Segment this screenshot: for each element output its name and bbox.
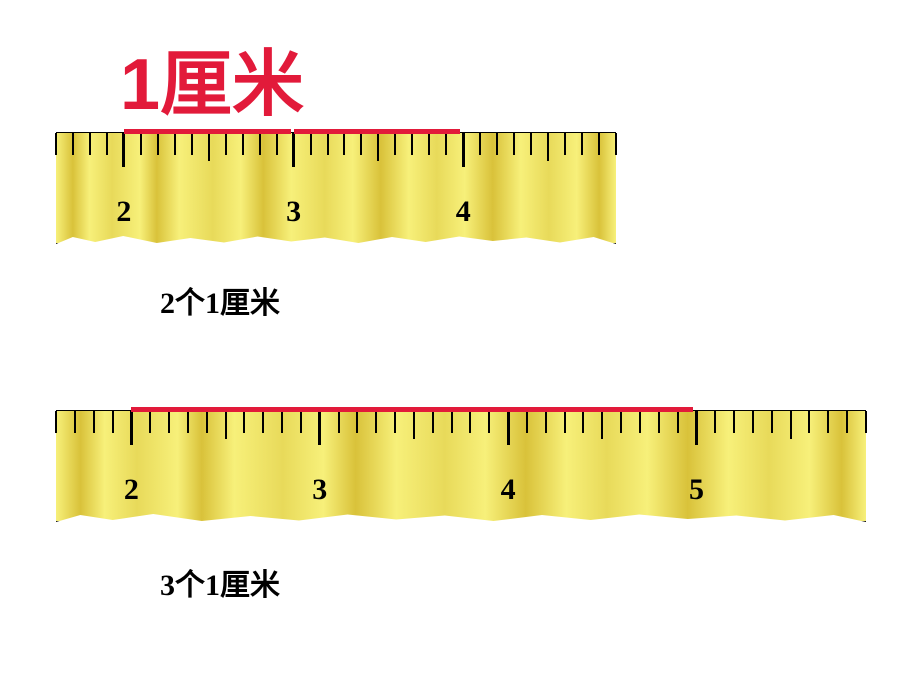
ruler-tick [130, 411, 133, 445]
ruler-tick [89, 133, 91, 155]
ruler-tick [846, 411, 848, 433]
ruler-tick [394, 133, 396, 155]
ruler-tick [582, 411, 584, 433]
ruler-tick [581, 133, 583, 155]
ruler-tick [496, 133, 498, 155]
ruler-tick [242, 133, 244, 155]
ruler-tick [338, 411, 340, 433]
ruler-tick [187, 411, 189, 433]
ruler-tick [639, 411, 641, 433]
ruler-tick [695, 411, 698, 445]
ruler-tick [55, 133, 57, 155]
ruler-tick [149, 411, 151, 433]
ruler-top-body: 2 3 4 [56, 133, 616, 243]
ruler-tick [432, 411, 434, 433]
ruler-tick [243, 411, 245, 433]
ruler-tick [157, 133, 159, 155]
ruler-number: 2 [124, 473, 139, 507]
ruler-tick [827, 411, 829, 433]
ruler-tick [615, 133, 617, 155]
ruler-tick [292, 133, 295, 167]
ruler-top-ticks: 2 3 4 [56, 133, 616, 243]
ruler-tick [356, 411, 358, 433]
ruler-tick [677, 411, 679, 433]
ruler-tick [564, 133, 566, 155]
ruler-tick [808, 411, 810, 433]
ruler-tick [310, 133, 312, 155]
ruler-bottom: 2 3 4 5 [56, 410, 866, 522]
ruler-tick [122, 133, 125, 167]
ruler-tick [445, 133, 447, 155]
ruler-tick [451, 411, 453, 433]
ruler-tick [377, 133, 379, 161]
ruler-tick [598, 133, 600, 155]
ruler-tick [545, 411, 547, 433]
ruler-tick [620, 411, 622, 433]
ruler-bottom-ticks: 2 3 4 5 [56, 411, 866, 521]
ruler-tick [259, 133, 261, 155]
ruler-tick [469, 411, 471, 433]
ruler-tick [411, 133, 413, 155]
ruler-tick [174, 133, 176, 155]
ruler-number: 4 [456, 195, 471, 229]
caption-top: 2个1厘米 [160, 278, 280, 322]
ruler-tick [658, 411, 660, 433]
ruler-number: 3 [312, 473, 327, 507]
ruler-tick [106, 133, 108, 155]
ruler-tick [790, 411, 792, 439]
ruler-tick [479, 133, 481, 155]
ruler-tick [93, 411, 95, 433]
ruler-tick [318, 411, 321, 445]
ruler-tick [191, 133, 193, 155]
ruler-tick [547, 133, 549, 161]
ruler-tick [168, 411, 170, 433]
ruler-tick [513, 133, 515, 155]
ruler-tick [74, 411, 76, 433]
ruler-tick [112, 411, 114, 433]
ruler-tick [375, 411, 377, 433]
ruler-tick [462, 133, 465, 167]
ruler-tick [526, 411, 528, 433]
ruler-tick [225, 411, 227, 439]
ruler-tick [208, 133, 210, 161]
ruler-tick [771, 411, 773, 433]
measurement-segment [131, 407, 693, 412]
ruler-tick [714, 411, 716, 433]
ruler-tick [752, 411, 754, 433]
ruler-tick [300, 411, 302, 433]
ruler-tick [488, 411, 490, 433]
ruler-tick [140, 133, 142, 155]
ruler-tick [55, 411, 57, 433]
ruler-tick [72, 133, 74, 155]
ruler-tick [343, 133, 345, 155]
ruler-tick [507, 411, 510, 445]
ruler-bottom-body: 2 3 4 5 [56, 411, 866, 521]
ruler-tick [360, 133, 362, 155]
ruler-number: 2 [116, 195, 131, 229]
ruler-tick [281, 411, 283, 433]
ruler-top: 2 3 4 [56, 132, 616, 244]
measurement-segment [294, 129, 461, 134]
ruler-tick [413, 411, 415, 439]
ruler-tick [733, 411, 735, 433]
ruler-tick [276, 133, 278, 155]
ruler-tick [262, 411, 264, 433]
ruler-tick [865, 411, 867, 433]
ruler-tick [428, 133, 430, 155]
ruler-tick [206, 411, 208, 433]
ruler-tick [601, 411, 603, 439]
ruler-number: 3 [286, 195, 301, 229]
measurement-segment [124, 129, 291, 134]
ruler-tick [564, 411, 566, 433]
caption-bottom: 3个1厘米 [160, 560, 280, 604]
ruler-tick [530, 133, 532, 155]
ruler-tick [394, 411, 396, 433]
main-title: 1厘米 [120, 25, 304, 130]
ruler-number: 5 [689, 473, 704, 507]
ruler-tick [225, 133, 227, 155]
ruler-number: 4 [501, 473, 516, 507]
ruler-tick [327, 133, 329, 155]
